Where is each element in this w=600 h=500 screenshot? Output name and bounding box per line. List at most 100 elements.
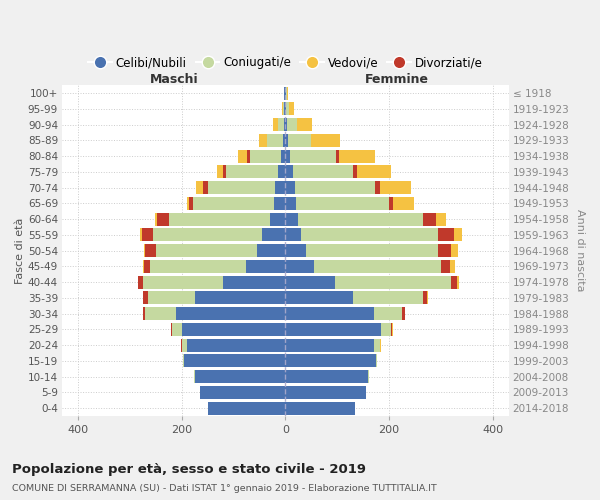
- Bar: [286, 118, 287, 131]
- Bar: [143, 260, 144, 273]
- Bar: [298, 212, 423, 226]
- Bar: [357, 166, 391, 178]
- Y-axis label: Fasce di età: Fasce di età: [15, 218, 25, 284]
- Bar: [278, 166, 286, 178]
- Bar: [286, 181, 295, 194]
- Bar: [226, 166, 278, 178]
- Bar: [172, 323, 182, 336]
- Bar: [247, 150, 250, 162]
- Bar: [286, 323, 382, 336]
- Bar: [223, 166, 226, 178]
- Bar: [376, 354, 377, 368]
- Bar: [247, 260, 286, 273]
- Bar: [144, 260, 151, 273]
- Bar: [286, 307, 374, 320]
- Bar: [286, 102, 289, 116]
- Bar: [238, 150, 247, 162]
- Bar: [286, 338, 374, 351]
- Bar: [143, 276, 223, 288]
- Bar: [296, 197, 389, 210]
- Text: Maschi: Maschi: [149, 73, 198, 86]
- Bar: [193, 197, 274, 210]
- Bar: [200, 386, 286, 399]
- Bar: [145, 244, 155, 257]
- Bar: [284, 102, 286, 116]
- Bar: [286, 354, 376, 368]
- Bar: [223, 276, 286, 288]
- Bar: [151, 260, 247, 273]
- Bar: [194, 292, 286, 304]
- Bar: [184, 354, 286, 368]
- Bar: [286, 386, 366, 399]
- Bar: [375, 181, 380, 194]
- Bar: [278, 118, 284, 131]
- Bar: [423, 212, 436, 226]
- Bar: [182, 354, 184, 368]
- Bar: [441, 260, 451, 273]
- Bar: [451, 244, 458, 257]
- Bar: [157, 212, 169, 226]
- Bar: [286, 166, 293, 178]
- Bar: [144, 244, 145, 257]
- Bar: [143, 307, 145, 320]
- Bar: [286, 260, 314, 273]
- Bar: [182, 338, 187, 351]
- Legend: Celibi/Nubili, Coniugati/e, Vedovi/e, Divorziati/e: Celibi/Nubili, Coniugati/e, Vedovi/e, Di…: [83, 52, 487, 74]
- Bar: [286, 370, 368, 383]
- Bar: [286, 212, 298, 226]
- Bar: [274, 118, 278, 131]
- Bar: [286, 292, 353, 304]
- Bar: [380, 181, 412, 194]
- Bar: [169, 212, 270, 226]
- Bar: [286, 228, 301, 241]
- Y-axis label: Anni di nascita: Anni di nascita: [575, 210, 585, 292]
- Bar: [267, 134, 283, 147]
- Bar: [439, 228, 454, 241]
- Bar: [155, 212, 157, 226]
- Bar: [145, 307, 176, 320]
- Bar: [190, 197, 193, 210]
- Bar: [286, 276, 335, 288]
- Bar: [286, 150, 290, 162]
- Bar: [335, 276, 451, 288]
- Bar: [290, 150, 336, 162]
- Bar: [270, 212, 286, 226]
- Bar: [155, 244, 257, 257]
- Bar: [262, 228, 286, 241]
- Bar: [282, 102, 283, 116]
- Bar: [142, 228, 153, 241]
- Text: Femmine: Femmine: [365, 73, 429, 86]
- Bar: [297, 118, 313, 131]
- Bar: [208, 402, 286, 414]
- Bar: [259, 134, 267, 147]
- Bar: [423, 292, 427, 304]
- Bar: [287, 86, 288, 100]
- Bar: [289, 102, 294, 116]
- Bar: [171, 323, 172, 336]
- Bar: [353, 166, 357, 178]
- Bar: [451, 276, 457, 288]
- Bar: [314, 260, 441, 273]
- Bar: [457, 276, 459, 288]
- Bar: [436, 212, 446, 226]
- Bar: [286, 197, 296, 210]
- Text: COMUNE DI SERRAMANNA (SU) - Dati ISTAT 1° gennaio 2019 - Elaborazione TUTTITALIA: COMUNE DI SERRAMANNA (SU) - Dati ISTAT 1…: [12, 484, 437, 493]
- Bar: [286, 244, 306, 257]
- Bar: [203, 181, 208, 194]
- Bar: [194, 370, 286, 383]
- Bar: [293, 166, 353, 178]
- Bar: [275, 181, 286, 194]
- Bar: [451, 260, 455, 273]
- Bar: [339, 150, 375, 162]
- Text: Popolazione per età, sesso e stato civile - 2019: Popolazione per età, sesso e stato civil…: [12, 462, 366, 475]
- Bar: [143, 292, 148, 304]
- Bar: [306, 244, 439, 257]
- Bar: [148, 292, 194, 304]
- Bar: [311, 134, 340, 147]
- Bar: [301, 228, 439, 241]
- Bar: [140, 228, 142, 241]
- Bar: [336, 150, 339, 162]
- Bar: [288, 134, 311, 147]
- Bar: [283, 134, 286, 147]
- Bar: [187, 338, 286, 351]
